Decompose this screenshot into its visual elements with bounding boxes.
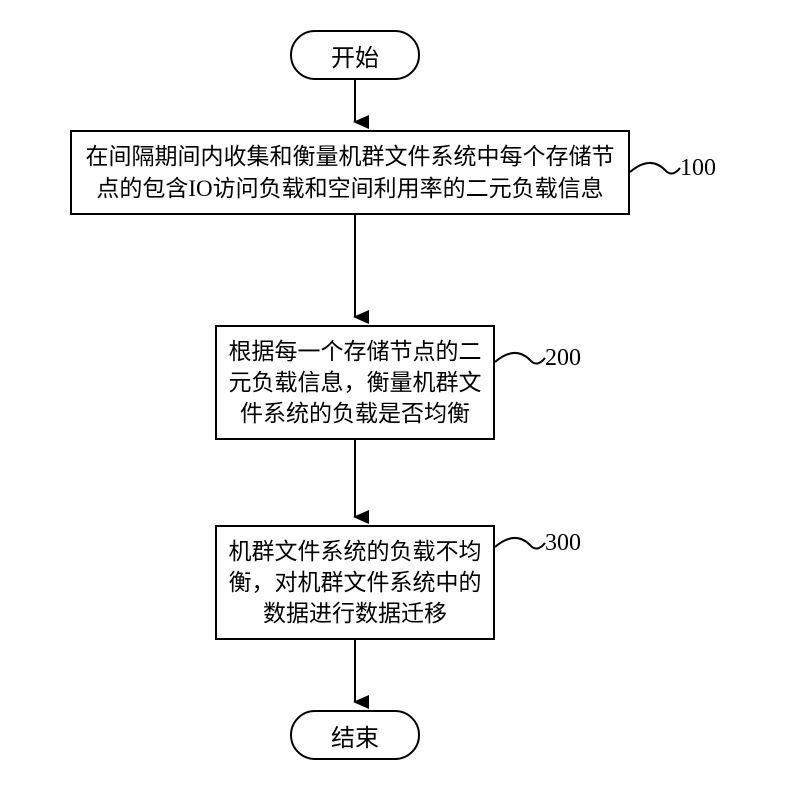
- process-200-text: 根据每一个存储节点的二元负载信息，衡量机群文件系统的负载是否均衡: [227, 336, 483, 429]
- process-200: 根据每一个存储节点的二元负载信息，衡量机群文件系统的负载是否均衡: [215, 325, 495, 440]
- connector-100: [630, 163, 680, 174]
- start-terminator: 开始: [290, 30, 420, 80]
- process-300: 机群文件系统的负载不均衡，对机群文件系统中的数据进行数据迁移: [215, 525, 495, 640]
- flowchart-canvas: 开始 在间隔期间内收集和衡量机群文件系统中每个存储节点的包含IO访问负载和空间利…: [0, 0, 800, 797]
- label-300: 300: [545, 530, 581, 557]
- end-label: 结束: [331, 718, 379, 753]
- process-100: 在间隔期间内收集和衡量机群文件系统中每个存储节点的包含IO访问负载和空间利用率的…: [70, 130, 630, 215]
- process-300-text: 机群文件系统的负载不均衡，对机群文件系统中的数据进行数据迁移: [227, 536, 483, 629]
- process-100-text: 在间隔期间内收集和衡量机群文件系统中每个存储节点的包含IO访问负载和空间利用率的…: [82, 141, 618, 203]
- end-terminator: 结束: [290, 710, 420, 760]
- label-100: 100: [680, 155, 716, 182]
- connector-300: [495, 538, 545, 549]
- connector-200: [495, 353, 545, 364]
- start-label: 开始: [331, 38, 379, 73]
- label-200: 200: [545, 345, 581, 372]
